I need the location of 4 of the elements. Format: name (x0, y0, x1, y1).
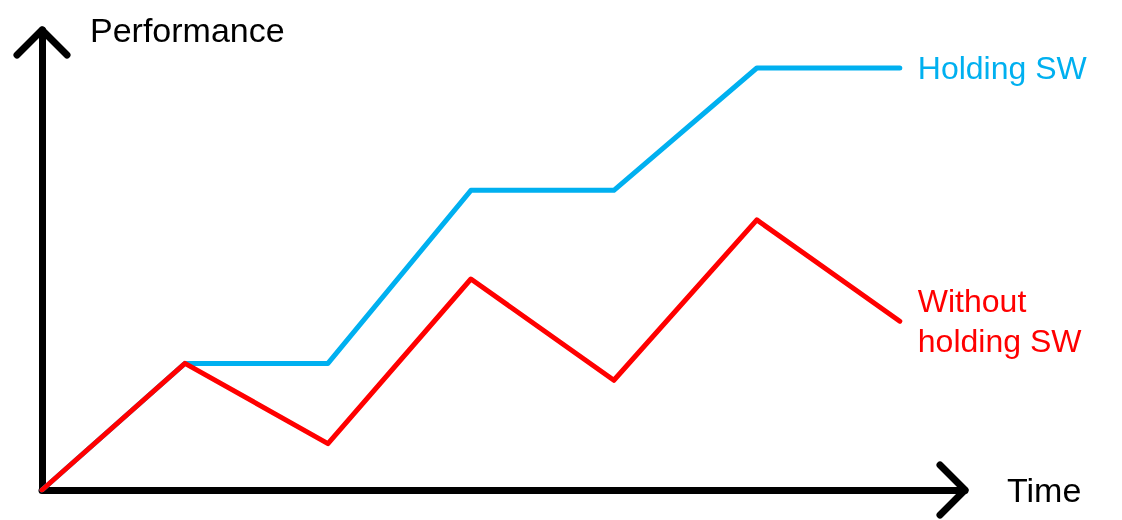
y-axis-title: Performance (90, 11, 285, 49)
x-axis-title: Time (1007, 471, 1082, 509)
series-label: Without holding SW (917, 283, 1083, 360)
series-label: Holding SW (917, 49, 1088, 86)
